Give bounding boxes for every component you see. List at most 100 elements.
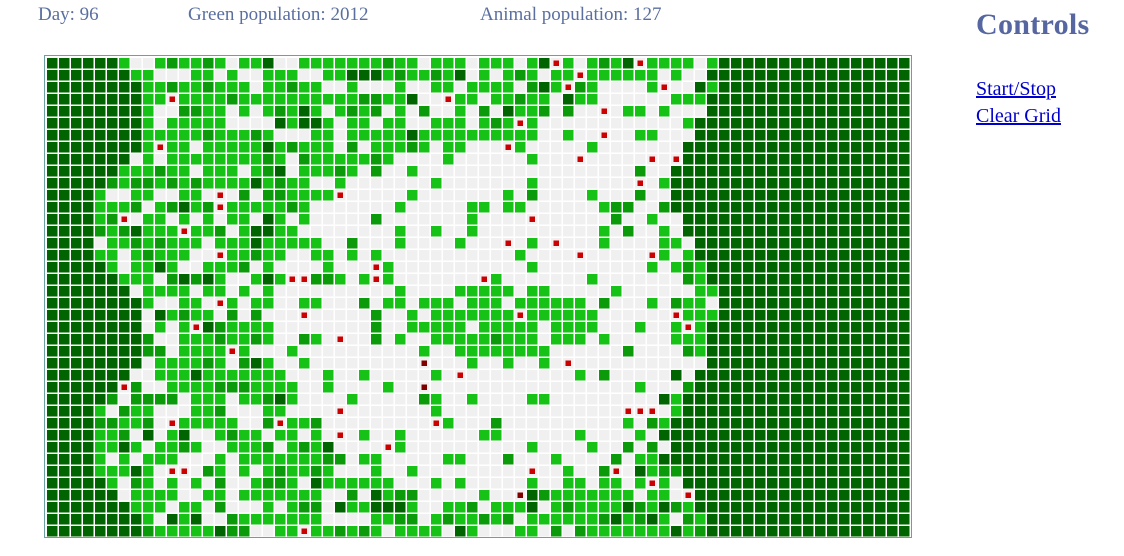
grid-cell[interactable] [47,514,58,525]
grid-cell[interactable] [455,262,466,273]
grid-cell[interactable] [743,406,754,417]
grid-cell[interactable] [287,202,298,213]
grid-cell[interactable] [695,346,706,357]
grid-cell[interactable] [167,70,178,81]
grid-cell[interactable] [515,430,526,441]
grid-cell[interactable] [863,358,874,369]
grid-cell[interactable] [767,346,778,357]
grid-cell[interactable] [383,70,394,81]
grid-cell[interactable] [359,454,370,465]
grid-cell[interactable] [107,202,118,213]
grid-cell[interactable] [839,286,850,297]
grid-cell[interactable] [71,178,82,189]
grid-cell[interactable] [815,406,826,417]
grid-cell[interactable] [311,322,322,333]
grid-cell[interactable] [659,322,670,333]
grid-cell[interactable] [335,94,346,105]
grid-cell[interactable] [251,346,262,357]
grid-cell[interactable] [839,430,850,441]
grid-cell[interactable] [599,118,610,129]
grid-cell[interactable] [803,130,814,141]
grid-cell[interactable] [683,370,694,381]
grid-cell[interactable] [887,430,898,441]
grid-cell[interactable] [647,226,658,237]
grid-cell[interactable] [491,298,502,309]
grid-cell[interactable] [59,58,70,69]
grid-cell[interactable] [527,166,538,177]
grid-cell[interactable] [587,226,598,237]
grid-cell[interactable] [659,382,670,393]
grid-cell[interactable] [755,442,766,453]
grid-cell[interactable] [431,274,442,285]
grid-cell[interactable] [899,490,910,501]
grid-cell[interactable] [707,70,718,81]
grid-cell[interactable] [275,166,286,177]
grid-cell[interactable] [479,466,490,477]
grid-cell[interactable] [863,94,874,105]
grid-cell[interactable] [611,478,622,489]
grid-cell[interactable] [251,214,262,225]
grid-cell[interactable] [707,478,718,489]
grid-cell[interactable] [803,394,814,405]
grid-cell[interactable] [71,58,82,69]
grid-cell[interactable] [119,310,130,321]
grid-cell[interactable] [359,106,370,117]
grid-cell[interactable] [287,166,298,177]
grid-cell[interactable] [299,334,310,345]
grid-cell[interactable] [431,58,442,69]
grid-cell[interactable] [251,118,262,129]
grid-cell[interactable] [383,154,394,165]
grid-cell[interactable] [155,346,166,357]
grid-cell[interactable] [839,406,850,417]
grid-cell[interactable] [851,250,862,261]
grid-cell[interactable] [323,166,334,177]
grid-cell[interactable] [347,322,358,333]
grid-cell[interactable] [311,154,322,165]
grid-cell[interactable] [59,250,70,261]
grid-cell[interactable] [467,190,478,201]
grid-cell[interactable] [299,394,310,405]
grid-cell[interactable] [335,226,346,237]
grid-cell[interactable] [443,430,454,441]
grid-cell[interactable] [323,286,334,297]
grid-cell[interactable] [131,526,142,537]
grid-cell[interactable] [119,502,130,513]
grid-cell[interactable] [347,70,358,81]
grid-cell[interactable] [443,382,454,393]
grid-cell[interactable] [335,346,346,357]
grid-cell[interactable] [719,430,730,441]
grid-cell[interactable] [527,190,538,201]
grid-cell[interactable] [227,166,238,177]
grid-cell[interactable] [623,298,634,309]
grid-cell[interactable] [455,430,466,441]
grid-cell[interactable] [419,82,430,93]
grid-cell[interactable] [299,430,310,441]
grid-cell[interactable] [131,430,142,441]
grid-cell[interactable] [395,82,406,93]
grid-cell[interactable] [719,298,730,309]
grid-cell[interactable] [863,406,874,417]
grid-cell[interactable] [203,226,214,237]
grid-cell[interactable] [347,526,358,537]
grid-cell[interactable] [599,286,610,297]
grid-cell[interactable] [539,370,550,381]
grid-cell[interactable] [899,514,910,525]
grid-cell[interactable] [179,166,190,177]
grid-cell[interactable] [299,346,310,357]
grid-cell[interactable] [95,262,106,273]
grid-cell[interactable] [467,226,478,237]
grid-cell[interactable] [107,82,118,93]
grid-cell[interactable] [263,58,274,69]
grid-cell[interactable] [335,370,346,381]
grid-cell[interactable] [587,238,598,249]
grid-cell[interactable] [851,154,862,165]
grid-cell[interactable] [743,106,754,117]
grid-cell[interactable] [167,142,178,153]
grid-cell[interactable] [323,358,334,369]
grid-cell[interactable] [515,502,526,513]
grid-cell[interactable] [407,82,418,93]
grid-cell[interactable] [791,322,802,333]
grid-cell[interactable] [419,178,430,189]
grid-cell[interactable] [71,334,82,345]
grid-cell[interactable] [155,526,166,537]
